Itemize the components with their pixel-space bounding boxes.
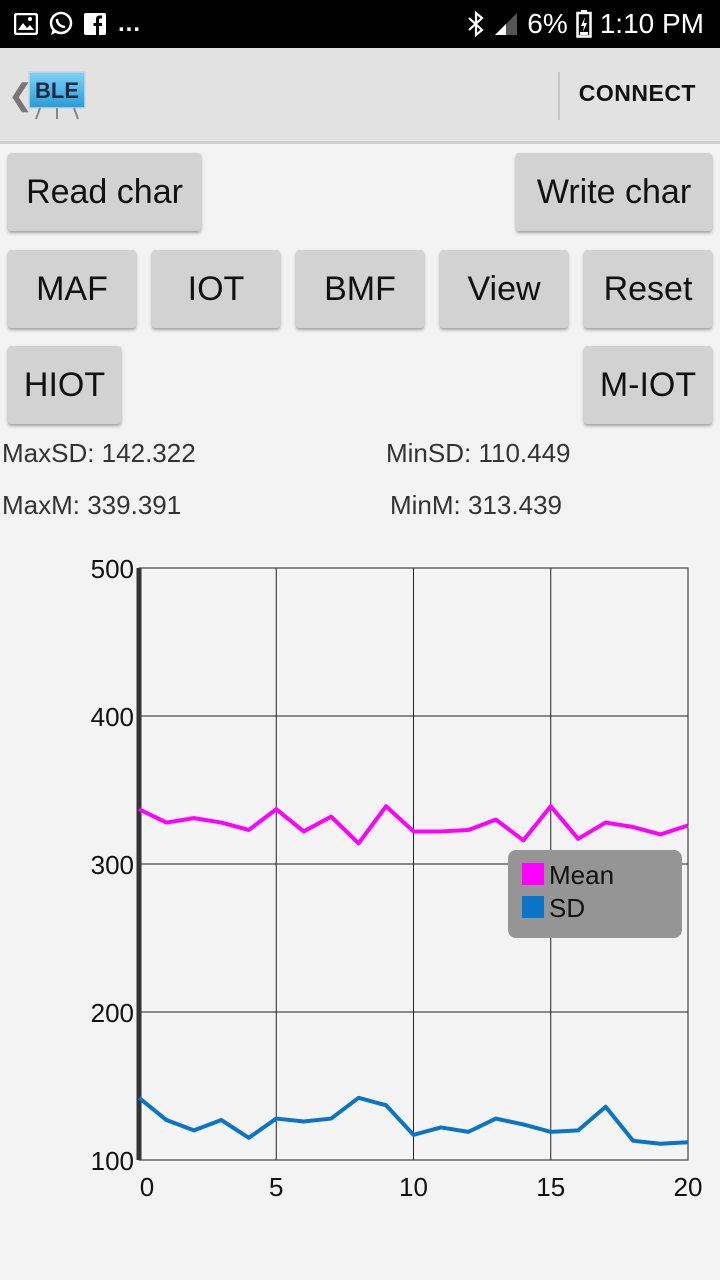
- legend-box: [508, 850, 682, 938]
- m-iot-button[interactable]: M-IOT: [584, 346, 712, 424]
- x-tick-label: 5: [269, 1172, 283, 1202]
- connect-button[interactable]: CONNECT: [578, 80, 696, 106]
- min-mean-label: MinM: 313.439: [390, 490, 562, 520]
- notification-icons: ...: [14, 10, 141, 38]
- maf-button[interactable]: MAF: [8, 250, 136, 328]
- legend-swatch: [522, 896, 544, 918]
- x-tick-label: 20: [674, 1172, 703, 1202]
- reset-button[interactable]: Reset: [584, 250, 712, 328]
- view-button[interactable]: View: [440, 250, 568, 328]
- read-char-button[interactable]: Read char: [8, 153, 201, 231]
- signal-icon: [495, 13, 518, 35]
- x-tick-label: 15: [536, 1172, 565, 1202]
- x-tick-label: 0: [140, 1172, 154, 1202]
- y-tick-label: 400: [91, 702, 134, 732]
- whatsapp-icon: [49, 11, 73, 35]
- app-logo[interactable]: BLE: [28, 70, 86, 120]
- max-mean-label: MaxM: 339.391: [2, 490, 182, 520]
- bluetooth-icon: [468, 11, 484, 37]
- battery-icon: [575, 10, 592, 38]
- min-sd-label: MinSD: 110.449: [386, 438, 571, 468]
- y-tick-label: 100: [91, 1146, 134, 1176]
- image-icon: [14, 13, 38, 35]
- bmf-button[interactable]: BMF: [296, 250, 424, 328]
- y-tick-label: 500: [91, 554, 134, 584]
- legend-label: SD: [549, 893, 585, 923]
- hiot-button[interactable]: HIOT: [8, 346, 121, 424]
- status-bar: ... 6% 1:10 PM: [0, 0, 720, 48]
- app-logo-text: BLE: [35, 78, 79, 103]
- series-line-sd: [137, 1095, 689, 1146]
- more-notifications: ...: [118, 10, 142, 37]
- chart-tick-labels: 0 5 10 15 20 100 200 300 400 500: [91, 554, 703, 1202]
- battery-percent: 6%: [527, 8, 568, 39]
- legend-swatch: [522, 863, 544, 885]
- facebook-icon: [84, 13, 106, 35]
- action-bar-divider: [558, 72, 560, 120]
- iot-button[interactable]: IOT: [152, 250, 280, 328]
- x-tick-label: 10: [399, 1172, 428, 1202]
- system-icons: 6% 1:10 PM: [467, 8, 704, 40]
- action-bar: ❮ BLE CONNECT: [0, 48, 720, 144]
- series-line-mean: [138, 804, 689, 846]
- legend-label: Mean: [549, 860, 614, 890]
- chart-series: [137, 804, 689, 1146]
- y-tick-label: 200: [91, 998, 134, 1028]
- clock: 1:10 PM: [599, 8, 704, 39]
- write-char-button[interactable]: Write char: [516, 153, 712, 231]
- max-sd-label: MaxSD: 142.322: [2, 438, 196, 468]
- y-tick-label: 300: [91, 850, 134, 880]
